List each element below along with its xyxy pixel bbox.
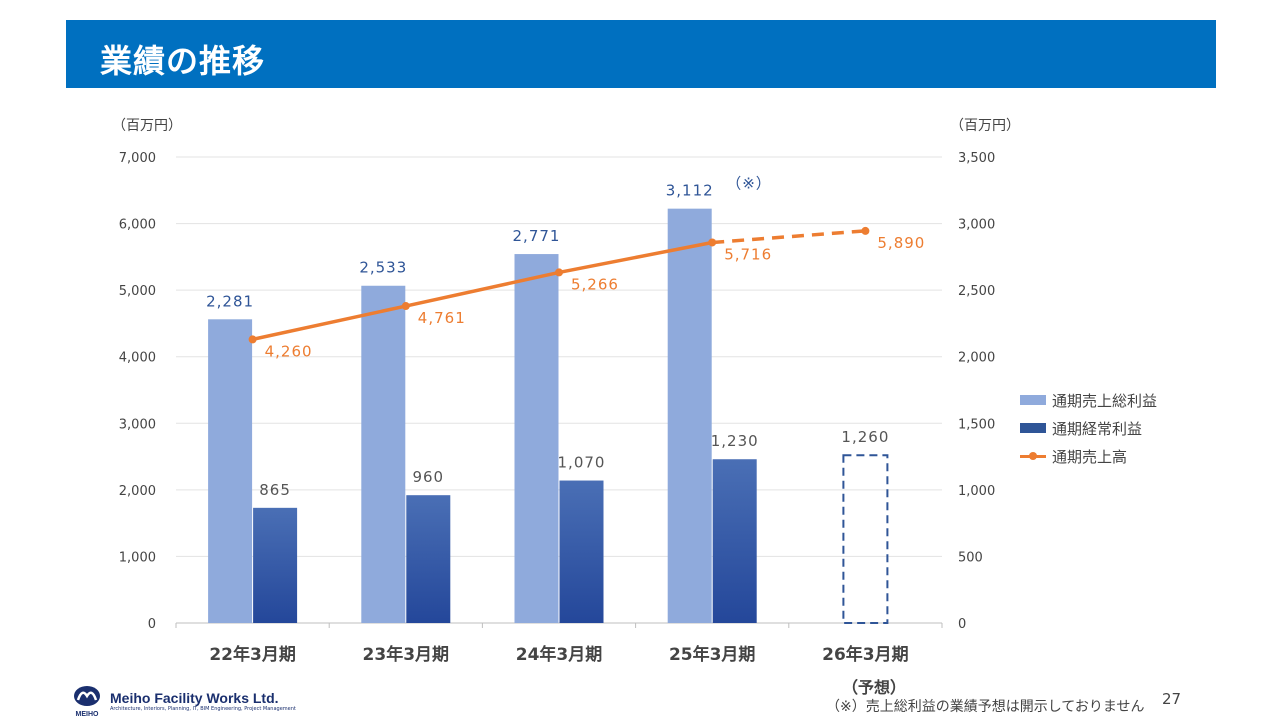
- right-tick-label: 500: [958, 550, 983, 565]
- x-category-label: 23年3月期: [363, 644, 450, 665]
- page-number: 27: [1162, 690, 1182, 708]
- x-category-label: 22年3月期: [209, 644, 296, 665]
- legend-gross-profit: 通期売上総利益: [1020, 386, 1157, 414]
- bar-gross-profit: [208, 319, 253, 623]
- ordinary-profit-label: 1,070: [558, 454, 606, 472]
- bar-ordinary-profit: [406, 495, 451, 623]
- x-category-label: 26年3月期: [822, 644, 909, 665]
- note-mark: （※）: [726, 175, 772, 193]
- gross-profit-label: 2,771: [513, 227, 561, 245]
- legend-swatch-sales: [1020, 451, 1046, 461]
- meiho-logo-icon: MEIHO: [74, 686, 100, 718]
- chart-legend: 通期売上総利益 通期経常利益 通期売上高: [1020, 386, 1157, 470]
- left-tick-label: 3,000: [119, 417, 156, 432]
- left-tick-label: 2,000: [119, 484, 156, 499]
- legend-ordinary-profit: 通期経常利益: [1020, 414, 1157, 442]
- bar-ordinary-profit-forecast: [842, 454, 889, 624]
- page-title: 業績の推移: [100, 42, 266, 80]
- net-sales-point: [708, 238, 717, 247]
- left-axis-unit: （百万円）: [112, 118, 182, 134]
- left-tick-label: 1,000: [119, 550, 156, 565]
- net-sales-forecast-line: [712, 229, 866, 245]
- bar-ordinary-profit: [712, 459, 757, 623]
- ordinary-profit-label: 1,260: [841, 428, 889, 446]
- net-sales-label: 4,761: [418, 309, 466, 327]
- left-tick-label: 0: [148, 617, 156, 632]
- forecast-label: （予想）: [842, 678, 907, 697]
- right-tick-label: 1,000: [958, 484, 995, 499]
- left-tick-label: 6,000: [119, 218, 156, 233]
- net-sales-label: 5,890: [877, 234, 925, 252]
- right-tick-label: 2,000: [958, 351, 995, 366]
- right-axis-unit: （百万円）: [950, 118, 1020, 134]
- net-sales-point: [401, 302, 410, 311]
- bar-gross-profit: [514, 254, 559, 623]
- ordinary-profit-label: 960: [412, 468, 444, 486]
- net-sales-point: [555, 268, 563, 277]
- net-sales-label: 5,266: [571, 275, 619, 293]
- legend-net-sales: 通期売上高: [1020, 442, 1157, 470]
- ordinary-profit-label: 865: [259, 481, 291, 499]
- bar-gross-profit: [667, 208, 712, 623]
- net-sales-point: [861, 226, 870, 235]
- right-tick-label: 1,500: [958, 417, 995, 432]
- right-tick-label: 3,500: [958, 151, 995, 166]
- right-tick-label: 2,500: [958, 284, 995, 299]
- ordinary-profit-label: 1,230: [711, 432, 759, 450]
- legend-label-ordinary: 通期経常利益: [1052, 419, 1143, 438]
- footnote: （※）売上総利益の業績予想は開示しておりません: [826, 699, 1145, 715]
- company-logo: MEIHO Meiho Facility Works Ltd. Architec…: [72, 684, 296, 718]
- right-tick-label: 0: [958, 617, 966, 632]
- legend-label-gross: 通期売上総利益: [1052, 391, 1158, 410]
- legend-label-sales: 通期売上高: [1052, 447, 1128, 466]
- x-category-label: 25年3月期: [669, 644, 756, 665]
- left-tick-label: 5,000: [119, 284, 156, 299]
- logo-name: Meiho Facility Works Ltd.: [110, 690, 279, 706]
- net-sales-line: [252, 240, 713, 342]
- legend-swatch-gross: [1020, 395, 1046, 405]
- net-sales-label: 5,716: [724, 245, 772, 263]
- bar-gross-profit: [361, 285, 406, 623]
- logo-tagline: Architecture, Interiors, Planning, IT, B…: [110, 706, 296, 712]
- net-sales-point: [248, 335, 257, 344]
- logo-mark-text: MEIHO: [76, 711, 100, 718]
- bar-ordinary-profit: [253, 507, 298, 623]
- gross-profit-label: 3,112: [666, 182, 714, 200]
- title-bar: 業績の推移: [66, 20, 1216, 88]
- x-category-label: 24年3月期: [516, 644, 603, 665]
- gross-profit-label: 2,533: [359, 259, 407, 277]
- net-sales-label: 4,260: [265, 342, 313, 360]
- legend-swatch-ordinary: [1020, 423, 1046, 433]
- gross-profit-label: 2,281: [206, 292, 254, 310]
- left-tick-label: 7,000: [119, 151, 156, 166]
- right-tick-label: 3,000: [958, 218, 995, 233]
- left-tick-label: 4,000: [119, 351, 156, 366]
- bar-ordinary-profit: [559, 480, 604, 623]
